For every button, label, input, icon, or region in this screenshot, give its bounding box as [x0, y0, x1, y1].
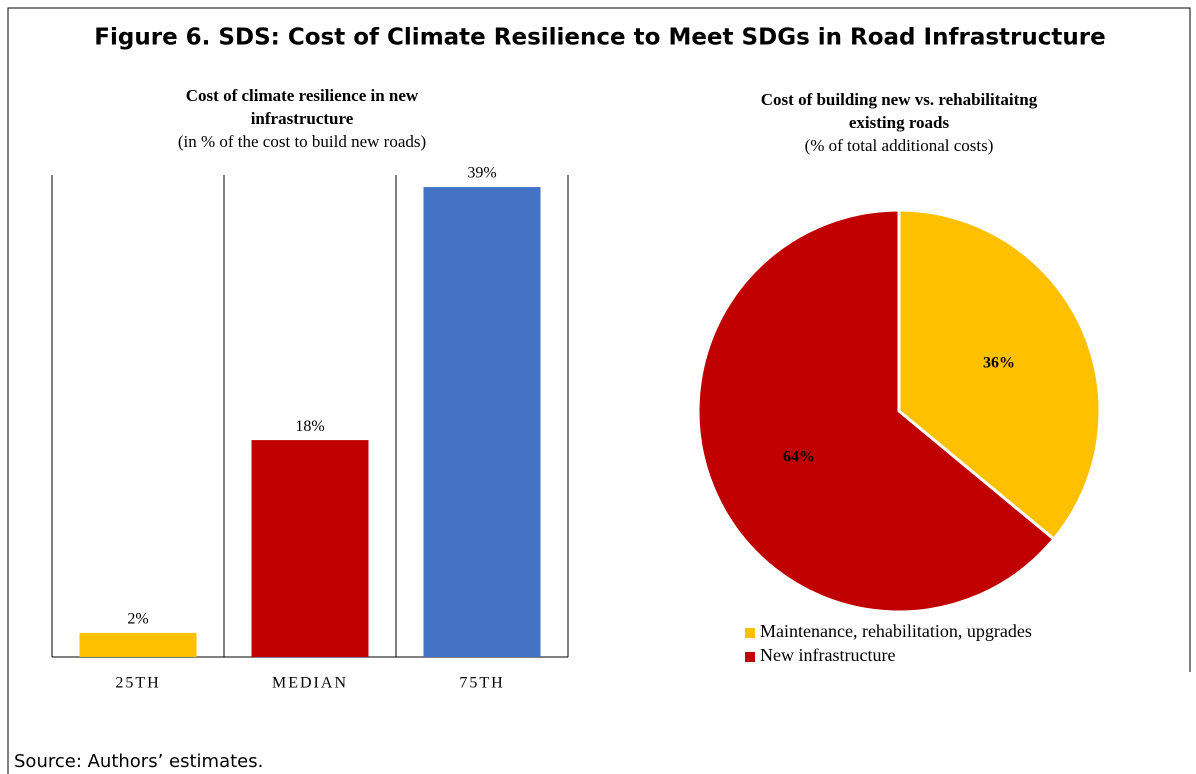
- frame: [7, 7, 1191, 774]
- source-note: Source: Authors’ estimates.: [14, 751, 263, 772]
- legend-label: Maintenance, rehabilitation, upgrades: [760, 621, 1032, 641]
- x-tick-label: 75TH: [459, 675, 504, 692]
- legend-swatch: [745, 628, 755, 638]
- data-label: 18%: [295, 418, 324, 435]
- chart-subtitle: (% of total additional costs): [805, 136, 994, 155]
- data-label: 39%: [467, 165, 496, 182]
- chart-subtitle: (in % of the cost to build new roads): [178, 132, 426, 151]
- chart-title: Cost of building new vs. rehabilitaitng: [761, 90, 1038, 109]
- chart-title: existing roads: [849, 113, 950, 132]
- pie-slice: [897, 208, 1102, 542]
- data-label: 36%: [983, 355, 1015, 372]
- figure-title: Figure 6. SDS: Cost of Climate Resilienc…: [94, 25, 1105, 51]
- bar: [423, 187, 541, 658]
- x-tick-label: 25TH: [115, 675, 160, 692]
- legend-swatch: [745, 652, 755, 662]
- chart-title: infrastructure: [251, 109, 354, 128]
- bar: [79, 632, 197, 657]
- x-tick-label: MEDIAN: [272, 675, 348, 692]
- chart-title: Cost of climate resilience in new: [186, 86, 419, 105]
- data-label: 64%: [783, 449, 815, 466]
- data-label: 2%: [127, 611, 148, 628]
- pie-slice: [696, 208, 1056, 614]
- legend-label: New infrastructure: [760, 645, 895, 665]
- bar: [251, 440, 369, 657]
